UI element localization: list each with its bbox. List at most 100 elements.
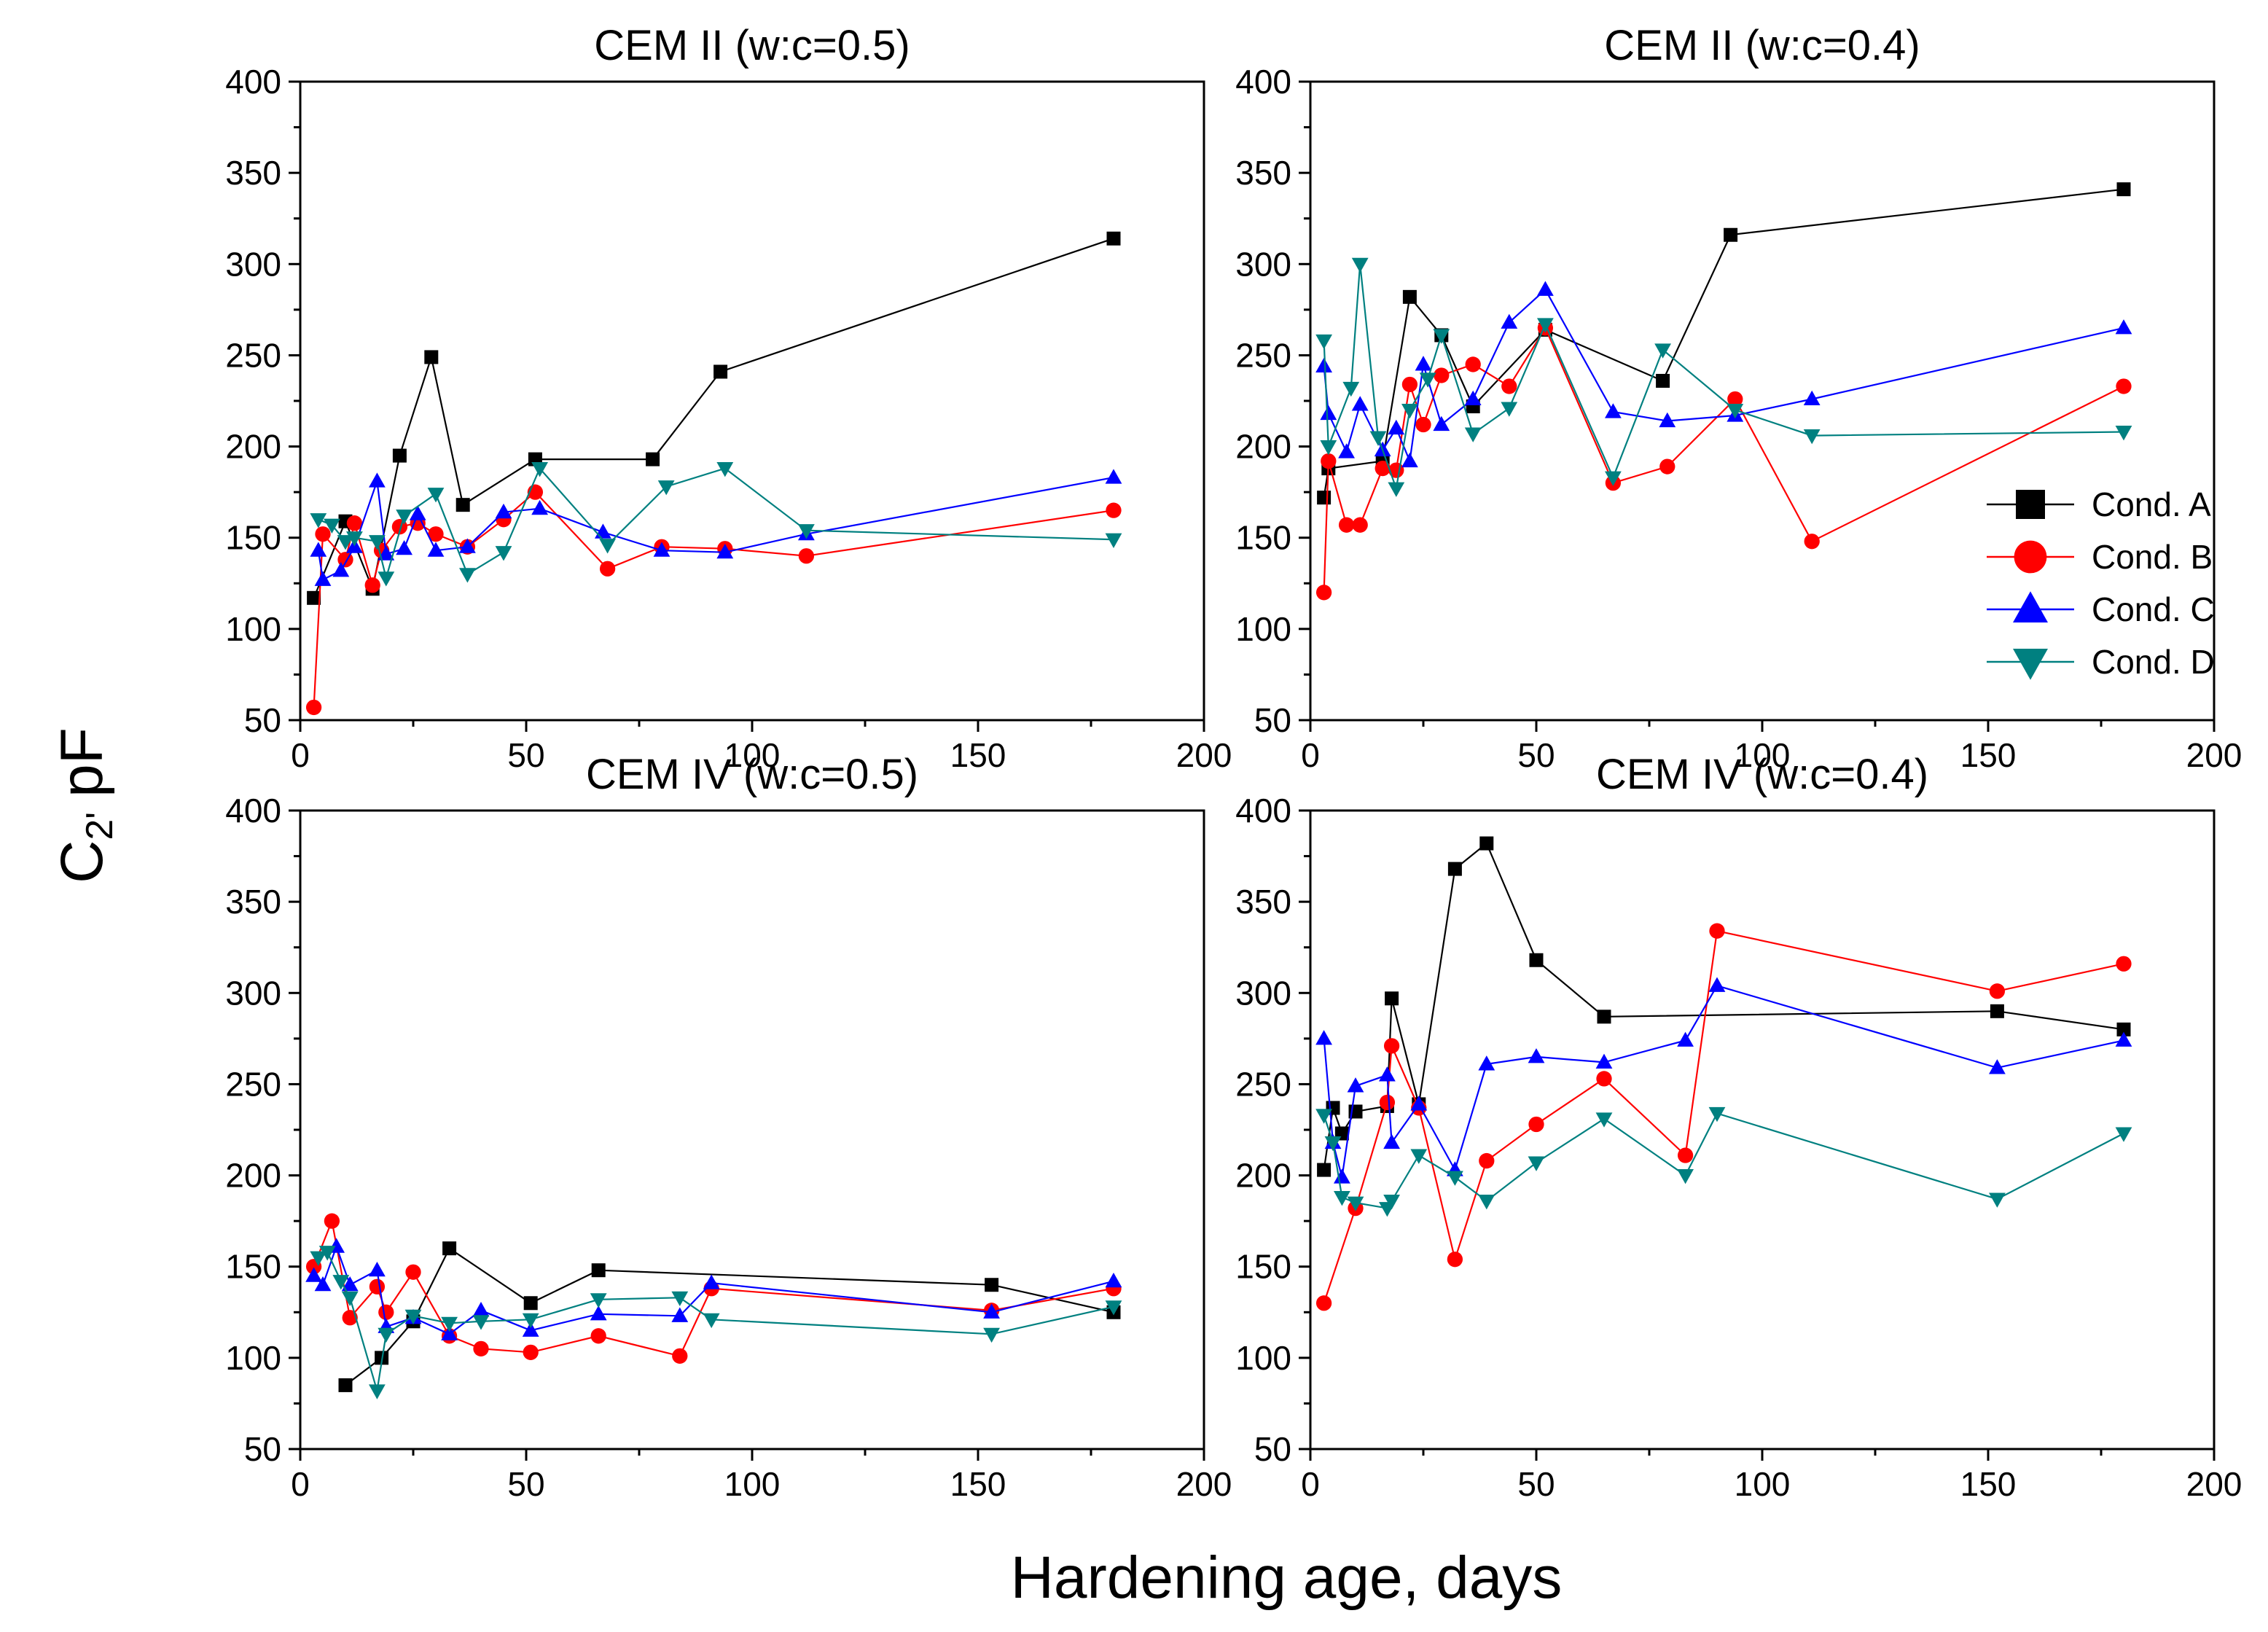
series-line-cond-b bbox=[1323, 929, 2124, 1304]
data-point-cond-c bbox=[332, 561, 350, 577]
data-point-cond-a bbox=[1447, 862, 1462, 876]
data-point-cond-a bbox=[1529, 953, 1544, 967]
data-point-cond-a bbox=[1990, 1004, 2004, 1018]
data-point-cond-b bbox=[1677, 1147, 1694, 1163]
data-point-cond-b bbox=[378, 1304, 394, 1320]
data-point-cond-b bbox=[305, 699, 322, 716]
data-point-cond-c bbox=[1415, 356, 1432, 371]
data-point-cond-b bbox=[2116, 956, 2132, 972]
data-point-cond-d bbox=[404, 1309, 422, 1325]
data-point-cond-c bbox=[671, 1307, 689, 1322]
data-point-cond-d bbox=[1347, 1196, 1364, 1211]
data-point-cond-c bbox=[369, 472, 386, 488]
data-point-cond-b bbox=[1375, 460, 1391, 477]
data-point-cond-c bbox=[396, 539, 412, 555]
data-point-cond-d bbox=[1528, 1156, 1545, 1171]
data-point-cond-a bbox=[338, 1378, 353, 1392]
data-point-cond-a bbox=[1385, 991, 1399, 1006]
y-tick-label: 400 bbox=[225, 63, 281, 101]
legend-label: Cond. D bbox=[2092, 643, 2215, 681]
data-point-cond-d bbox=[1595, 1112, 1613, 1128]
data-point-cond-c bbox=[305, 1267, 322, 1282]
data-point-cond-d bbox=[590, 1293, 607, 1308]
data-point-cond-a bbox=[646, 452, 660, 466]
data-point-cond-c bbox=[1433, 415, 1450, 432]
data-point-cond-d bbox=[1369, 431, 1387, 446]
x-tick-label: 200 bbox=[1176, 736, 1232, 774]
data-point-cond-c bbox=[472, 1302, 490, 1317]
series-cond-d bbox=[310, 462, 1122, 587]
data-point-cond-c bbox=[341, 1276, 359, 1292]
data-point-cond-d bbox=[1501, 402, 1518, 417]
y-tick-label: 50 bbox=[244, 701, 281, 739]
data-point-cond-d bbox=[341, 1291, 359, 1307]
panel-cem-ii-w-c-0-4: CEM II (w:c=0.4) 0 50 100 150 200 50 100 150 200 2… bbox=[1235, 22, 2242, 774]
legend-item-cond-d: Cond. D bbox=[1987, 643, 2215, 681]
series-cond-d bbox=[310, 1246, 1122, 1399]
data-point-cond-c bbox=[522, 1321, 539, 1337]
data-point-cond-c bbox=[1334, 1168, 1350, 1184]
data-point-cond-d bbox=[1324, 1136, 1342, 1152]
y-tick-label: 300 bbox=[225, 245, 281, 283]
x-tick-label: 100 bbox=[724, 1465, 781, 1503]
x-tick-label: 150 bbox=[1960, 1465, 2017, 1503]
data-point-cond-b bbox=[1315, 585, 1332, 601]
y-tick-label: 250 bbox=[1235, 336, 1291, 374]
series-cond-c bbox=[1315, 977, 2132, 1184]
data-point-cond-d bbox=[531, 462, 548, 477]
x-tick-label: 0 bbox=[1301, 736, 1320, 774]
data-point-cond-b bbox=[1434, 367, 1450, 383]
legend-marker-cond-a bbox=[2016, 490, 2045, 519]
data-point-cond-c bbox=[1379, 1066, 1396, 1082]
data-point-cond-d bbox=[472, 1315, 490, 1330]
data-point-cond-b bbox=[428, 526, 444, 542]
x-tick-label: 150 bbox=[950, 736, 1006, 774]
y-tick-label: 400 bbox=[1235, 63, 1291, 101]
data-point-cond-c bbox=[595, 523, 611, 539]
data-point-cond-b bbox=[1379, 1094, 1396, 1111]
data-point-cond-c bbox=[1708, 977, 1726, 992]
legend-label: Cond. B bbox=[2092, 538, 2213, 576]
x-tick-label: 150 bbox=[1960, 736, 2017, 774]
data-point-cond-d bbox=[1388, 482, 1405, 497]
x-tick-label: 200 bbox=[2186, 1465, 2242, 1503]
data-point-cond-c bbox=[1595, 1053, 1613, 1069]
plot-frame bbox=[1309, 80, 2216, 722]
data-point-cond-d bbox=[1654, 343, 1671, 359]
data-point-cond-b bbox=[324, 1213, 340, 1229]
data-point-cond-c bbox=[1528, 1048, 1545, 1063]
plot-frame bbox=[1309, 809, 2216, 1451]
series-cond-b bbox=[1315, 320, 2132, 601]
data-point-cond-d bbox=[1989, 1192, 2006, 1208]
data-point-cond-d bbox=[1401, 403, 1418, 419]
series-cond-d bbox=[1315, 1106, 2132, 1217]
data-point-cond-c bbox=[369, 1261, 386, 1277]
data-point-cond-a bbox=[713, 364, 728, 379]
data-point-cond-a bbox=[2116, 182, 2131, 197]
data-point-cond-c bbox=[1351, 396, 1369, 411]
data-point-cond-c bbox=[314, 1276, 332, 1292]
data-point-cond-c bbox=[1105, 469, 1122, 484]
y-tick-label: 200 bbox=[225, 428, 281, 466]
data-point-cond-b bbox=[1709, 923, 1725, 939]
data-point-cond-b bbox=[1479, 1152, 1495, 1169]
data-point-cond-d bbox=[495, 546, 512, 561]
x-tick-label: 0 bbox=[291, 736, 310, 774]
data-point-cond-c bbox=[1803, 390, 1821, 406]
legend-marker-cond-c bbox=[2013, 591, 2048, 622]
data-point-cond-d bbox=[1105, 533, 1122, 548]
series-cond-a bbox=[1317, 836, 2131, 1177]
data-point-cond-a bbox=[455, 498, 470, 512]
data-point-cond-b bbox=[599, 561, 616, 577]
data-point-cond-d bbox=[1105, 1300, 1122, 1316]
data-point-cond-d bbox=[657, 480, 675, 496]
data-point-cond-a bbox=[442, 1241, 457, 1256]
data-point-cond-c bbox=[1410, 1096, 1428, 1111]
data-point-cond-d bbox=[1447, 1171, 1463, 1186]
data-point-cond-d bbox=[1708, 1106, 1726, 1123]
data-point-cond-d bbox=[396, 509, 412, 525]
series-line-cond-a bbox=[1323, 188, 2124, 498]
x-tick-label: 0 bbox=[1301, 1465, 1320, 1503]
data-point-cond-c bbox=[1478, 1055, 1495, 1071]
